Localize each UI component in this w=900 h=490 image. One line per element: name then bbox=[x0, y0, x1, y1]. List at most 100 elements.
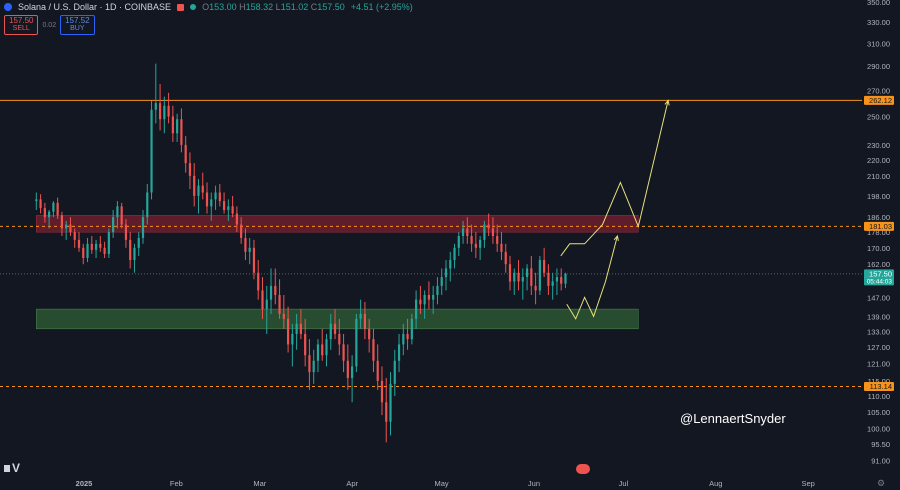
price-badge bbox=[864, 95, 894, 105]
candle bbox=[440, 277, 443, 286]
candle bbox=[316, 344, 320, 361]
candle bbox=[389, 383, 392, 422]
y-tick-label: 230.00 bbox=[867, 141, 890, 150]
x-tick-label: 2025 bbox=[76, 479, 93, 488]
candle bbox=[547, 272, 550, 286]
tradingview-logo-icon[interactable]: V bbox=[4, 461, 20, 475]
price-badge bbox=[864, 381, 894, 391]
candle bbox=[82, 247, 85, 258]
candle bbox=[436, 285, 439, 295]
candle bbox=[555, 277, 559, 282]
y-tick-label: 121.00 bbox=[867, 360, 890, 369]
candle bbox=[103, 247, 106, 254]
price-change: +4.51 (+2.95%) bbox=[350, 2, 413, 12]
y-tick-label: 330.00 bbox=[867, 18, 890, 27]
y-tick-label: 110.00 bbox=[868, 392, 890, 401]
candle bbox=[171, 116, 174, 134]
candle bbox=[180, 119, 183, 145]
candle bbox=[222, 201, 226, 210]
candle bbox=[265, 299, 268, 310]
candle bbox=[116, 206, 119, 218]
x-tick-label: Feb bbox=[170, 479, 183, 488]
candle bbox=[146, 192, 149, 218]
candle bbox=[517, 272, 520, 282]
y-tick-label: 270.00 bbox=[867, 86, 890, 95]
y-tick-label: 115.00 bbox=[868, 377, 890, 386]
candle bbox=[65, 224, 68, 229]
flag-icon[interactable] bbox=[177, 3, 185, 11]
candle bbox=[551, 281, 554, 286]
candle bbox=[86, 243, 89, 258]
candle bbox=[393, 360, 396, 384]
candle bbox=[107, 232, 110, 254]
candle bbox=[504, 251, 507, 265]
y-tick-label: 162.00 bbox=[867, 260, 890, 269]
candle bbox=[560, 277, 563, 284]
candle bbox=[564, 273, 567, 284]
y-tick-label: 147.00 bbox=[867, 293, 890, 302]
candle bbox=[444, 268, 448, 278]
candle bbox=[35, 199, 38, 202]
candle bbox=[342, 344, 345, 361]
candle bbox=[60, 215, 64, 229]
price-badge-label: 181.03 bbox=[869, 222, 892, 231]
candle bbox=[419, 299, 422, 305]
candle bbox=[94, 243, 98, 250]
y-tick-label: 139.00 bbox=[867, 312, 890, 321]
y-tick-label: 198.00 bbox=[867, 192, 890, 201]
candle bbox=[325, 339, 328, 356]
candle bbox=[261, 290, 264, 310]
spread-value: 0.02 bbox=[42, 21, 57, 29]
x-tick-label: Sep bbox=[801, 479, 814, 488]
support-zone bbox=[36, 308, 639, 330]
candle bbox=[99, 243, 102, 248]
y-tick-label: 105.00 bbox=[867, 408, 890, 417]
sell-button[interactable]: 157.50 SELL bbox=[4, 15, 39, 35]
candle bbox=[491, 228, 495, 236]
event-marker-icon[interactable] bbox=[576, 464, 590, 474]
y-tick-label: 220.00 bbox=[867, 156, 890, 165]
y-tick-label: 250.00 bbox=[867, 113, 890, 122]
buy-button[interactable]: 157.52 BUY bbox=[60, 15, 95, 35]
candle bbox=[423, 294, 426, 305]
candle bbox=[231, 206, 234, 214]
candle bbox=[496, 236, 499, 244]
candle bbox=[141, 217, 145, 238]
candle bbox=[90, 243, 93, 250]
y-tick-label: 178.00 bbox=[867, 228, 890, 237]
candle bbox=[321, 344, 324, 356]
candle bbox=[432, 294, 435, 300]
symbol-title[interactable]: Solana / U.S. Dollar · 1D · COINBASE bbox=[18, 2, 172, 12]
candle bbox=[372, 339, 375, 361]
x-tick-label: Jun bbox=[528, 479, 540, 488]
y-tick-label: 350.00 bbox=[867, 0, 890, 7]
y-tick-label: 210.00 bbox=[867, 172, 890, 181]
candle bbox=[201, 185, 204, 193]
candle bbox=[227, 206, 230, 210]
candle bbox=[461, 228, 465, 236]
y-tick-label: 133.00 bbox=[867, 327, 890, 336]
y-tick-label: 310.00 bbox=[867, 39, 890, 48]
candle bbox=[112, 217, 115, 233]
candle bbox=[457, 236, 460, 248]
x-tick-label: Mar bbox=[253, 479, 266, 488]
candle bbox=[278, 294, 281, 314]
candle bbox=[133, 247, 136, 261]
candle bbox=[129, 239, 132, 261]
candle bbox=[449, 260, 452, 269]
candle bbox=[380, 380, 384, 403]
candle bbox=[483, 224, 486, 240]
candle bbox=[530, 268, 533, 286]
countdown-label: 05:44:03 bbox=[867, 278, 893, 285]
price-badge bbox=[864, 221, 894, 231]
gear-icon[interactable]: ⚙ bbox=[877, 478, 886, 488]
candle bbox=[397, 344, 401, 361]
x-tick-label: Apr bbox=[346, 479, 358, 488]
candle bbox=[210, 199, 213, 207]
candle bbox=[427, 294, 431, 300]
y-tick-label: 100.00 bbox=[867, 424, 890, 433]
candle bbox=[363, 313, 367, 329]
candle bbox=[48, 211, 51, 218]
candle bbox=[163, 105, 166, 120]
